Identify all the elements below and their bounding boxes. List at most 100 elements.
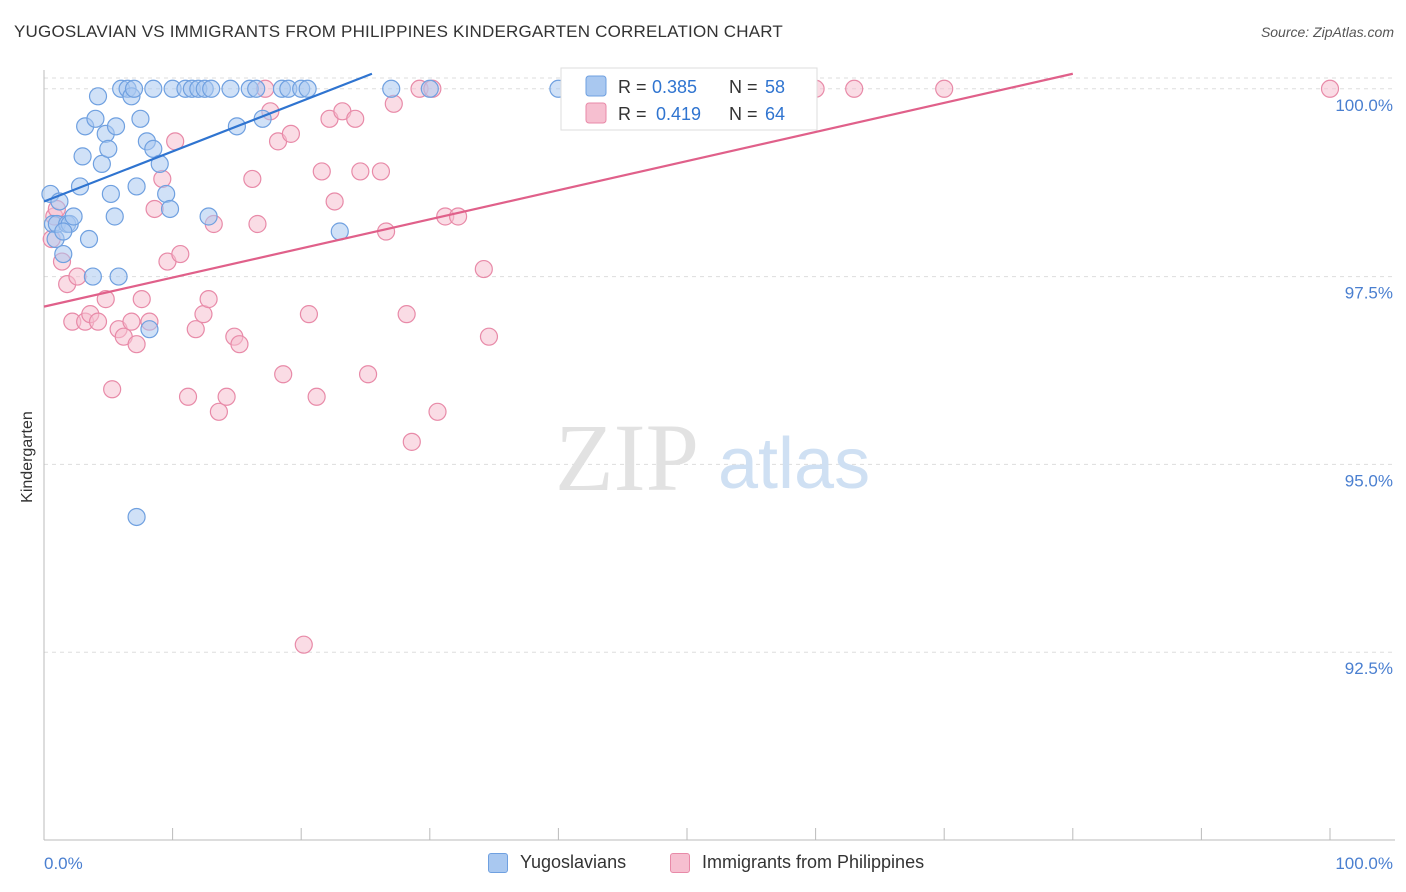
- point-yugoslavian: [202, 79, 221, 98]
- point-yugoslavian: [247, 79, 266, 98]
- point-yugoslavian: [54, 222, 73, 241]
- legend-label-philippines: Immigrants from Philippines: [702, 852, 925, 872]
- legend-item-philippines: Immigrants from Philippines: [670, 852, 924, 873]
- point-philippines: [358, 365, 378, 384]
- point-philippines: [171, 244, 190, 264]
- point-philippines: [243, 169, 262, 189]
- x-tick-label-min: 0.0%: [44, 854, 83, 873]
- point-philippines: [194, 305, 213, 324]
- y-tick-label: 100.0%: [1335, 96, 1393, 115]
- y-tick-label: 95.0%: [1345, 471, 1393, 490]
- point-yugoslavian: [54, 244, 73, 264]
- legend-r-value-2: 0.419: [656, 104, 701, 124]
- point-philippines: [299, 305, 319, 324]
- point-yugoslavian: [86, 109, 105, 128]
- point-yugoslavian: [127, 177, 146, 196]
- point-philippines: [1320, 79, 1340, 98]
- series-legend: Yugoslavians Immigrants from Philippines: [0, 852, 1406, 878]
- source-label: Source: ZipAtlas.com: [1260, 24, 1394, 40]
- trend-line-yugoslavians: [43, 72, 373, 203]
- point-philippines: [346, 109, 365, 128]
- y-axis-label: Kindergarten: [19, 411, 36, 503]
- point-philippines: [127, 335, 146, 354]
- x-tick-label-max: 100.0%: [1335, 854, 1393, 873]
- watermark: ZIP atlas: [555, 404, 870, 511]
- legend-n-label-2: N =: [729, 104, 758, 124]
- point-yugoslavian: [92, 154, 111, 174]
- legend-item-yugoslavians: Yugoslavians: [488, 852, 626, 873]
- trend-line-philippines: [43, 72, 1074, 308]
- point-philippines: [312, 162, 331, 181]
- point-philippines: [68, 267, 87, 286]
- point-philippines: [474, 259, 493, 279]
- point-philippines: [103, 380, 122, 399]
- legend-r-label-1: R =: [618, 77, 647, 97]
- chart-title: YUGOSLAVIAN VS IMMIGRANTS FROM PHILIPPIN…: [14, 22, 784, 41]
- point-yugoslavian: [160, 199, 180, 219]
- point-yugoslavian: [83, 267, 102, 286]
- point-philippines: [186, 320, 205, 339]
- point-yugoslavian: [64, 207, 83, 226]
- point-philippines: [397, 305, 416, 324]
- legend-box-pink: [670, 852, 690, 873]
- point-yugoslavian: [420, 79, 439, 98]
- point-yugoslavian: [131, 109, 150, 128]
- point-philippines: [248, 214, 267, 234]
- point-philippines: [209, 402, 228, 421]
- point-philippines: [325, 192, 344, 211]
- legend-r-label-2: R =: [618, 104, 647, 124]
- y-tick-label: 92.5%: [1345, 659, 1393, 678]
- point-philippines: [384, 94, 403, 113]
- point-yugoslavian: [101, 184, 120, 204]
- point-yugoslavian: [157, 184, 176, 204]
- point-yugoslavian: [298, 79, 317, 98]
- trend-lines: [43, 72, 1074, 308]
- legend-n-label-1: N =: [729, 77, 758, 97]
- point-yugoslavian: [99, 139, 118, 158]
- point-yugoslavian: [221, 79, 240, 98]
- grid-lines: [44, 77, 1395, 653]
- data-points: [41, 79, 1340, 654]
- legend-swatch-pink: [585, 102, 607, 124]
- point-philippines: [122, 312, 141, 331]
- point-philippines: [88, 312, 108, 331]
- point-yugoslavian: [106, 117, 126, 136]
- point-philippines: [428, 402, 447, 421]
- point-philippines: [281, 124, 301, 143]
- point-philippines: [294, 635, 313, 654]
- point-yugoslavian: [144, 139, 163, 158]
- legend-label-yugoslavians: Yugoslavians: [520, 852, 627, 872]
- point-philippines: [371, 162, 391, 181]
- legend-swatch-blue: [585, 75, 607, 97]
- point-philippines: [274, 365, 293, 384]
- point-yugoslavian: [88, 87, 108, 106]
- watermark-zip: ZIP: [555, 404, 699, 511]
- legend-box-blue: [488, 852, 508, 873]
- point-yugoslavian: [144, 79, 163, 98]
- point-yugoslavian: [382, 79, 401, 98]
- point-philippines: [132, 290, 151, 309]
- point-yugoslavian: [124, 79, 144, 98]
- tick-labels: 92.5% 95.0% 97.5% 100.0% 0.0% 100.0%: [44, 96, 1393, 873]
- point-yugoslavian: [105, 207, 124, 226]
- point-philippines: [199, 290, 218, 309]
- point-philippines: [217, 387, 236, 406]
- legend-r-value-1: 0.385: [652, 77, 697, 97]
- point-philippines: [153, 169, 172, 189]
- point-philippines: [479, 327, 499, 346]
- point-yugoslavian: [79, 229, 99, 249]
- point-philippines: [402, 432, 421, 451]
- point-philippines: [145, 199, 164, 219]
- point-yugoslavian: [140, 320, 159, 339]
- point-philippines: [935, 79, 954, 98]
- point-philippines: [230, 335, 249, 354]
- watermark-atlas: atlas: [718, 424, 870, 504]
- point-philippines: [351, 162, 370, 181]
- point-philippines: [845, 79, 864, 98]
- legend-n-value-2: 64: [765, 104, 785, 124]
- point-yugoslavian: [127, 507, 146, 527]
- legend-n-value-1: 58: [765, 77, 785, 97]
- point-yugoslavian: [73, 147, 92, 166]
- point-philippines: [178, 387, 198, 406]
- point-yugoslavian: [109, 267, 128, 286]
